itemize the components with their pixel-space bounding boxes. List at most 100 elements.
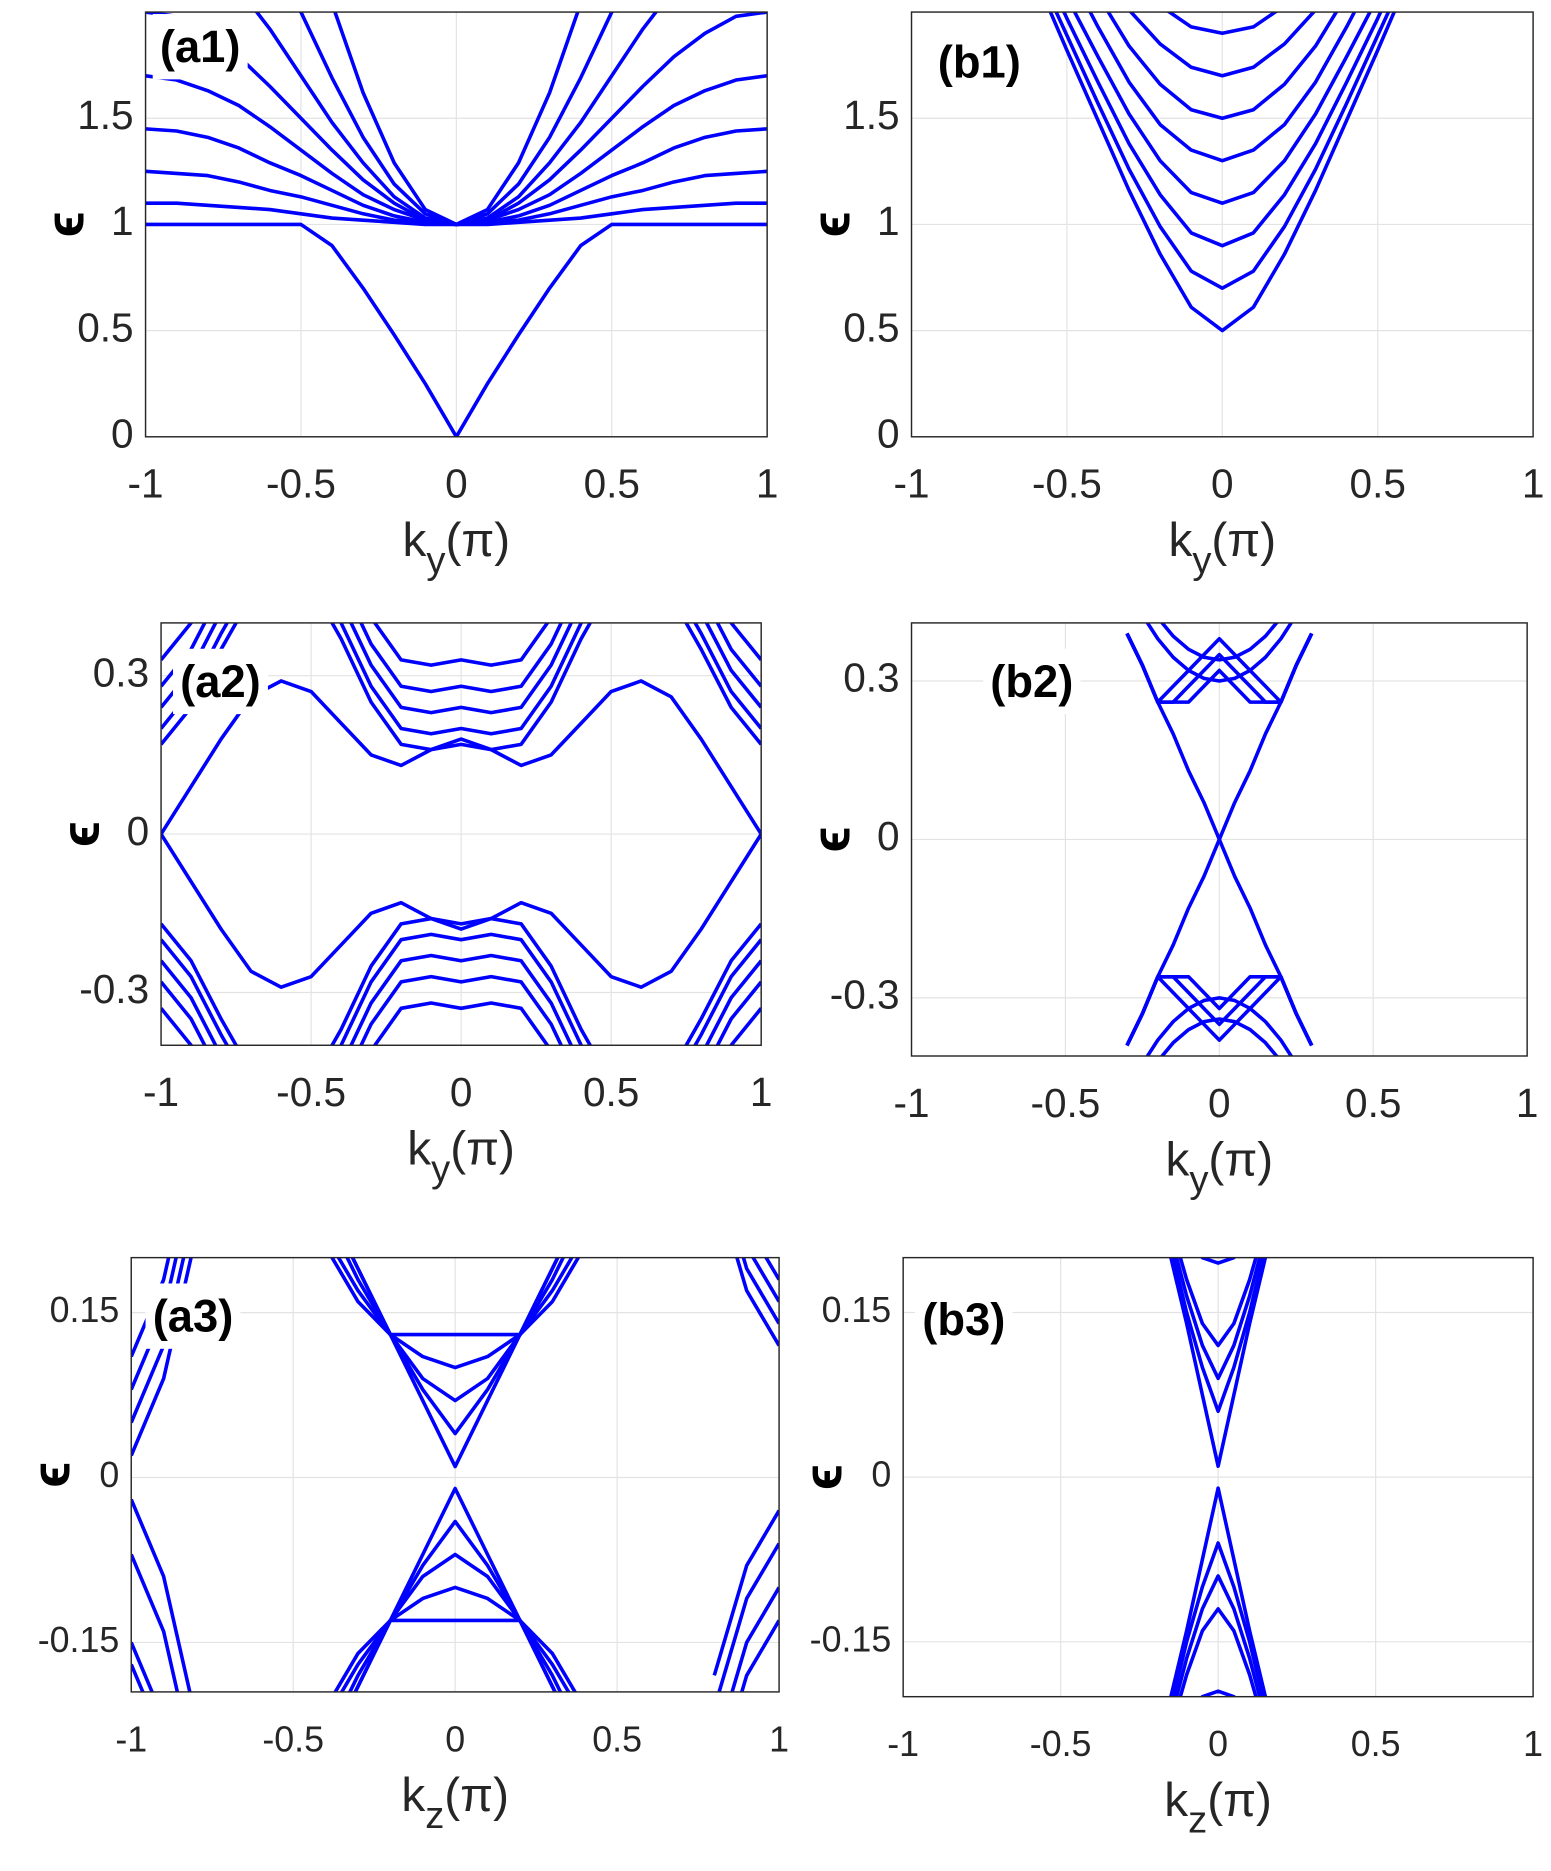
x-axis-label: ky(π): [403, 514, 511, 582]
x-label-main: k: [407, 1123, 431, 1176]
x-tick-label: -0.5: [1030, 1080, 1100, 1126]
x-label-main: k: [403, 514, 427, 567]
y-axis-label: ϵ: [34, 211, 96, 237]
band-line: [161, 932, 762, 1046]
panel: -1 -0.5 0 0.5 1 -0.3 0 0.3 (a2) ϵ ky(π): [49, 622, 773, 1191]
band-line: [1054, 12, 1391, 290]
y-axis-label: ϵ: [800, 826, 862, 852]
band-line: [145, 222, 768, 437]
band-line: [1159, 1017, 1279, 1057]
band-line: [131, 1498, 780, 1692]
panel: -1 -0.5 0 0.5 1 -0.3 0 0.3 (b2) ϵ ky(π): [800, 622, 1538, 1201]
x-axis-label: ky(π): [1165, 1133, 1273, 1201]
x-tick-label: -1: [893, 461, 929, 507]
x-label-unit: (π): [1211, 514, 1276, 567]
axes-frame: [910, 11, 1534, 438]
x-label-sub: y: [1189, 1158, 1208, 1201]
band-line: [339, 1552, 571, 1692]
x-tick-label: -1: [143, 1069, 179, 1115]
x-tick-label: 1: [756, 461, 779, 507]
x-label-sub: y: [426, 539, 445, 582]
band-line: [329, 1257, 581, 1370]
x-tick-label: 0: [1208, 1080, 1231, 1126]
band-line: [350, 1257, 560, 1337]
panel: -1 -0.5 0 0.5 1 -0.15 0 0.15 (b3) ϵ kz(π): [791, 1256, 1543, 1842]
band-line: [336, 1257, 574, 1403]
x-tick-label: -0.5: [1030, 1724, 1092, 1764]
panel: -1 -0.5 0 0.5 1 0 0.5 1 1.5 (a1) ϵ ky(π): [34, 11, 779, 582]
x-tick-label: 0: [1208, 1724, 1228, 1764]
band-line: [1062, 12, 1383, 248]
y-tick-label: 0.3: [843, 655, 899, 701]
band-line: [350, 1257, 560, 1469]
band-line: [1200, 1689, 1237, 1697]
y-tick-label: 0.15: [50, 1290, 120, 1330]
y-tick-label: 0.5: [77, 304, 133, 350]
band-line: [1169, 1257, 1268, 1468]
x-tick-label: 1: [750, 1069, 773, 1115]
x-axis-label: kz(π): [401, 1769, 509, 1837]
x-tick-label: 0: [445, 1719, 465, 1759]
panel-tag: (b2): [990, 656, 1073, 707]
band-line: [1166, 12, 1279, 36]
axes-frame: [130, 1256, 780, 1693]
x-label-unit: (π): [1207, 1774, 1272, 1827]
y-tick-label: 1: [111, 198, 134, 244]
y-tick-label: 0: [127, 808, 150, 854]
y-tick-label: 0: [111, 411, 134, 457]
x-tick-label: -0.5: [1032, 461, 1102, 507]
x-axis-label: ky(π): [407, 1123, 515, 1191]
x-label-sub: y: [431, 1147, 450, 1190]
axes-frame: [160, 622, 762, 1046]
panel-tag: (a2): [180, 656, 261, 707]
band-line: [1125, 632, 1314, 704]
band-line: [333, 1585, 578, 1692]
band-line: [1072, 12, 1372, 205]
x-tick-label: 0.5: [1345, 1080, 1401, 1126]
x-tick-label: 0: [450, 1069, 473, 1115]
axes-frame: [910, 622, 1528, 1057]
x-axis-label: kz(π): [1164, 1774, 1272, 1842]
band-line: [161, 622, 762, 715]
band-line: [161, 833, 762, 989]
panel-tag: (a3): [153, 1291, 234, 1342]
x-tick-label: -0.5: [266, 461, 336, 507]
axes-frame: [144, 11, 768, 438]
band-line: [1171, 1257, 1265, 1414]
band-line: [333, 12, 580, 227]
y-tick-label: 0: [877, 411, 900, 457]
y-tick-label: -0.15: [810, 1619, 892, 1659]
band-line: [131, 1619, 780, 1692]
band-line: [1048, 12, 1397, 333]
band-line: [1174, 1574, 1262, 1697]
x-tick-label: -0.5: [262, 1719, 324, 1759]
band-line: [1145, 622, 1294, 683]
x-tick-label: 0.5: [1351, 1724, 1401, 1764]
panel: -1 -0.5 0 0.5 1 0 0.5 1 1.5 (b1) ϵ ky(π): [800, 11, 1544, 582]
tag-background: [172, 648, 268, 715]
tag-background: [152, 14, 248, 80]
band-line: [1169, 1486, 1268, 1697]
x-tick-label: -1: [893, 1080, 929, 1126]
y-tick-label: 0: [877, 813, 900, 859]
x-tick-label: 0.5: [583, 1069, 639, 1115]
band-line: [131, 1257, 780, 1457]
x-tick-label: 0.5: [584, 461, 640, 507]
band-line: [131, 1542, 780, 1692]
band-line: [345, 1257, 566, 1436]
panel-tag: (a1): [160, 21, 241, 72]
panel: -1 -0.5 0 0.5 1 -0.15 0 0.15 (a3) ϵ kz(π): [19, 1256, 789, 1837]
x-tick-label: -1: [887, 1724, 919, 1764]
band-line: [1178, 1607, 1258, 1697]
y-axis-label: ϵ: [49, 821, 111, 847]
band-line: [1174, 1257, 1262, 1381]
band-line: [1106, 12, 1339, 121]
y-axis-label: ϵ: [791, 1464, 853, 1490]
x-label-main: k: [401, 1769, 425, 1822]
tag-background: [915, 1287, 1013, 1353]
y-tick-label: 0.5: [843, 304, 899, 350]
tag-background: [145, 1283, 241, 1349]
band-line: [1088, 12, 1357, 163]
